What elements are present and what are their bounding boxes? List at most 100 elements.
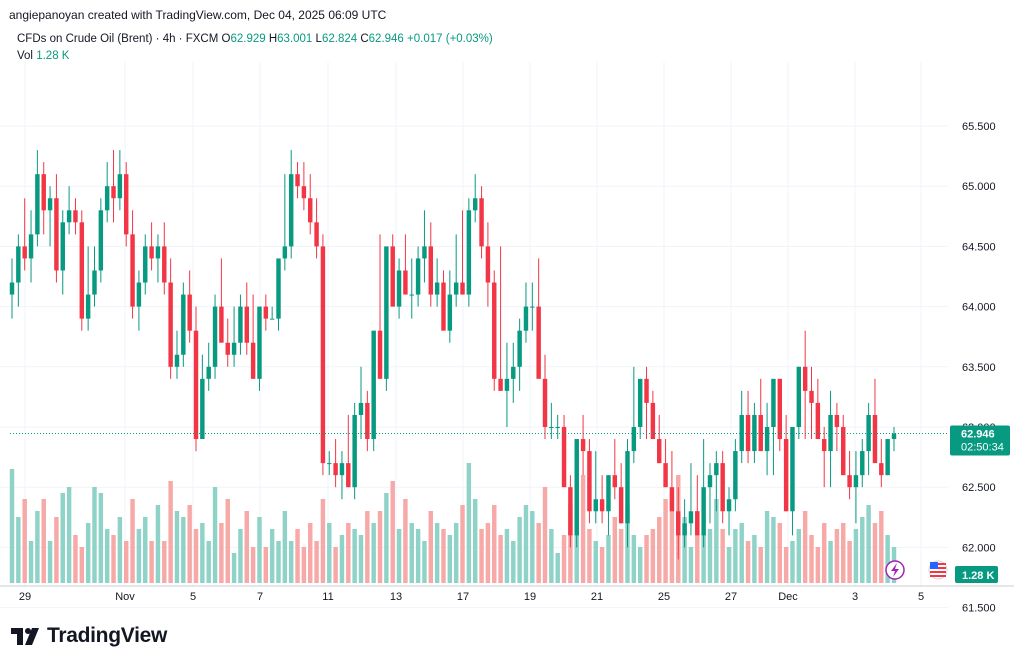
- x-tick-label: 5: [190, 591, 196, 603]
- candle-body: [390, 246, 395, 307]
- candle-body: [466, 210, 472, 295]
- volume-bar: [28, 541, 34, 583]
- x-tick-label: 5: [918, 591, 924, 603]
- x-tick-label: 27: [725, 591, 737, 603]
- candle-body: [54, 198, 59, 271]
- volume-bar: [745, 541, 751, 583]
- candle-body: [206, 366, 211, 379]
- candle-body: [701, 487, 706, 536]
- volume-bar: [536, 523, 541, 583]
- volume-bar: [853, 529, 859, 583]
- candle-body: [282, 246, 288, 259]
- candle-body: [434, 282, 440, 295]
- candlestick-series: [9, 150, 897, 560]
- volume-bar: [587, 529, 592, 583]
- candle-body: [301, 186, 307, 199]
- volume-bar: [111, 535, 116, 583]
- x-tick-label: Nov: [115, 591, 135, 603]
- volume-bar: [872, 523, 878, 583]
- candle-body: [650, 402, 656, 440]
- volume-bar: [441, 529, 446, 583]
- candle-body: [327, 463, 332, 465]
- candle-body: [155, 246, 161, 259]
- candle-body: [22, 246, 27, 259]
- volume-bar: [606, 535, 611, 583]
- volume-bar: [396, 529, 402, 583]
- candle-body: [688, 511, 694, 524]
- candle-body: [834, 414, 840, 427]
- candle-body: [726, 499, 732, 512]
- candle-body: [365, 402, 370, 440]
- volume-bar: [492, 505, 497, 583]
- volume-bar: [143, 517, 148, 583]
- candle-body: [231, 342, 237, 355]
- candle-body: [453, 282, 459, 295]
- volume-bar: [650, 529, 656, 583]
- volume-bar: [295, 529, 300, 583]
- candle-body: [530, 306, 535, 308]
- volume-bar: [422, 541, 427, 583]
- volume-bar: [720, 529, 725, 583]
- candle-body: [612, 475, 618, 488]
- candle-body: [320, 246, 326, 464]
- volume-bars: [9, 463, 897, 583]
- high-value: 63.001: [277, 33, 313, 45]
- candle-body: [511, 366, 516, 379]
- candle-body: [193, 330, 199, 440]
- volume-bar: [339, 535, 345, 583]
- volume-bar: [384, 493, 389, 583]
- bar-countdown: 02:50:34: [961, 442, 1004, 454]
- last-price-badge: 62.946 02:50:34: [950, 425, 1010, 456]
- volume-bar: [206, 541, 211, 583]
- volume-bar: [739, 523, 744, 583]
- volume-bar: [460, 505, 465, 583]
- volume-bar: [783, 547, 789, 583]
- candle-body: [66, 210, 72, 223]
- grid-lines: [0, 62, 948, 609]
- volume-bar: [879, 511, 884, 583]
- tradingview-logo[interactable]: TradingView: [11, 624, 167, 648]
- volume-bar: [447, 535, 453, 583]
- volume-bar: [149, 541, 154, 583]
- candle-body: [200, 378, 205, 440]
- volume-bar: [117, 517, 123, 583]
- candle-body: [631, 427, 637, 452]
- us-flag-icon[interactable]: [928, 560, 948, 580]
- candle-body: [707, 475, 713, 488]
- volume-bar: [542, 487, 548, 583]
- y-tick-label: 65.000: [962, 181, 996, 193]
- volume-bar: [257, 517, 262, 583]
- volume-bar: [777, 523, 783, 583]
- candle-body: [561, 427, 567, 488]
- symbol-name: CFDs on Crude Oil (Brent) · 4h · FXCM: [17, 33, 219, 45]
- volume-legend: Vol 1.28 K: [17, 50, 69, 62]
- candle-body: [276, 258, 281, 319]
- volume-bar: [530, 511, 535, 583]
- candle-body: [472, 198, 478, 211]
- candle-body: [885, 439, 890, 476]
- candle-body: [441, 282, 446, 331]
- y-tick-label: 64.000: [962, 302, 996, 314]
- volume-bar: [282, 511, 288, 583]
- y-tick-label: 63.500: [962, 362, 996, 374]
- candle-body: [263, 306, 269, 319]
- volume-bar: [771, 517, 776, 583]
- candle-body: [841, 427, 846, 476]
- volume-bar: [511, 541, 516, 583]
- lightning-icon[interactable]: [885, 560, 905, 580]
- volume-bar: [752, 535, 757, 583]
- volume-bar: [796, 529, 802, 583]
- volume-label: Vol: [17, 50, 33, 62]
- volume-bar: [549, 529, 554, 583]
- candle-body: [593, 499, 598, 512]
- candle-body: [143, 246, 148, 283]
- close-label: C: [360, 33, 369, 45]
- candle-body: [149, 246, 154, 259]
- volume-bar: [66, 487, 72, 583]
- volume-bar: [346, 523, 351, 583]
- volume-bar: [815, 547, 821, 583]
- volume-bar: [104, 529, 110, 583]
- candle-body: [574, 439, 579, 536]
- candle-body: [333, 463, 338, 476]
